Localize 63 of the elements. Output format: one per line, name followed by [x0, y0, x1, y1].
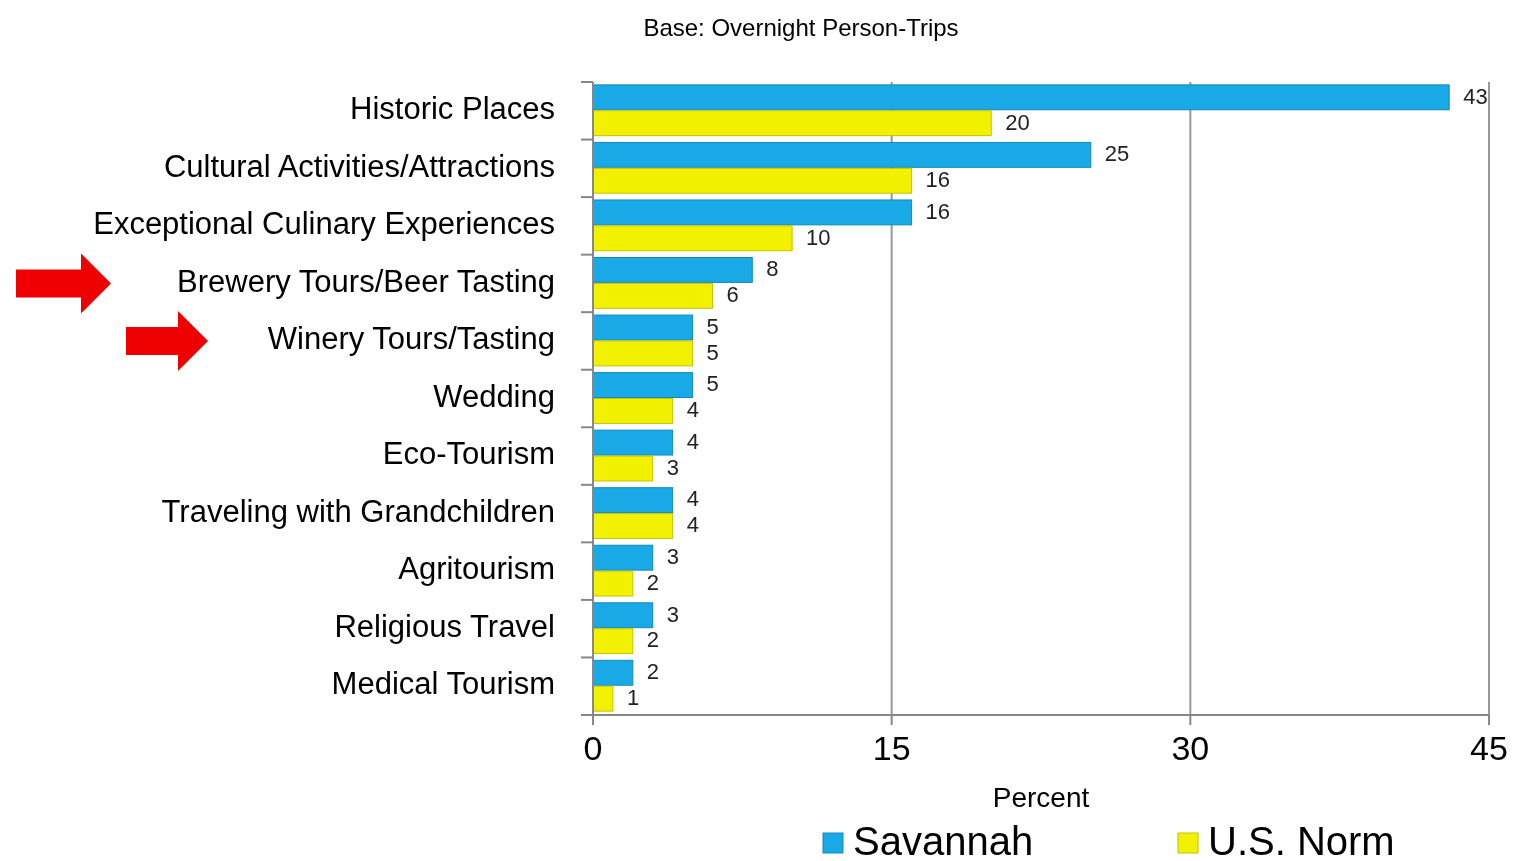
data-label: 4	[686, 397, 699, 423]
bar	[592, 314, 694, 341]
data-label: 5	[706, 339, 719, 365]
bar	[592, 282, 713, 309]
x-axis-title: Percent	[992, 782, 1090, 813]
data-label: 3	[666, 601, 679, 627]
y-tick-label: Eco-Tourism	[382, 436, 555, 472]
bar	[592, 659, 634, 686]
x-tick-label: 15	[872, 729, 911, 767]
y-tick-label: Exceptional Culinary Experiences	[93, 206, 555, 242]
bar	[592, 455, 654, 482]
data-label: 1	[626, 684, 640, 710]
data-label: 25	[1104, 141, 1130, 167]
data-label: 20	[1005, 109, 1030, 135]
x-tick-label: 30	[1171, 729, 1210, 767]
bar	[592, 199, 913, 226]
bar	[592, 372, 694, 398]
y-tick-label: Agritourism	[398, 551, 555, 587]
y-tick-label: Cultural Activities/Attractions	[163, 148, 555, 184]
data-label: 4	[686, 512, 699, 538]
legend-label: Savannah	[853, 818, 1034, 861]
data-label: 10	[806, 224, 831, 250]
bar	[592, 628, 634, 655]
bar	[592, 429, 674, 456]
bar	[592, 257, 753, 283]
data-label: 4	[686, 486, 699, 512]
data-label: 3	[666, 454, 679, 480]
data-label: 16	[925, 198, 951, 224]
y-tick-label: Traveling with Grandchildren	[161, 493, 555, 529]
bar	[592, 544, 654, 571]
data-label: 6	[726, 282, 739, 308]
bar	[592, 685, 614, 712]
chart-title: Base: Overnight Person-Trips	[643, 14, 959, 42]
data-label: 5	[706, 313, 719, 339]
bar	[592, 340, 694, 367]
bar	[592, 141, 1092, 168]
y-tick-label: Wedding	[433, 378, 555, 414]
bar	[592, 110, 992, 137]
bar	[592, 513, 674, 539]
data-label: 16	[925, 167, 951, 193]
x-tick-label: 45	[1470, 729, 1508, 767]
y-tick-label: Brewery Tours/Beer Tasting	[177, 263, 555, 299]
data-label: 2	[646, 659, 660, 685]
data-label: 2	[646, 569, 660, 595]
y-tick-label: Religious Travel	[334, 608, 555, 644]
bar	[592, 398, 674, 424]
y-tick-label: Historic Places	[350, 90, 555, 126]
bar	[592, 84, 1450, 111]
bar	[592, 225, 793, 252]
x-tick-label: 0	[583, 729, 603, 767]
bar	[592, 167, 913, 194]
y-tick-label: Medical Tourism	[331, 666, 555, 702]
data-label: 3	[666, 544, 679, 569]
bar	[592, 487, 674, 514]
data-label: 4	[686, 428, 699, 454]
data-label: 43	[1463, 83, 1488, 109]
legend-label: U.S. Norm	[1208, 818, 1395, 861]
data-label: 8	[766, 256, 779, 282]
y-tick-label: Winery Tours/Tasting	[267, 321, 555, 357]
bar	[592, 570, 634, 597]
data-label: 5	[706, 371, 719, 397]
bar	[592, 602, 654, 629]
data-label: 2	[646, 627, 660, 653]
